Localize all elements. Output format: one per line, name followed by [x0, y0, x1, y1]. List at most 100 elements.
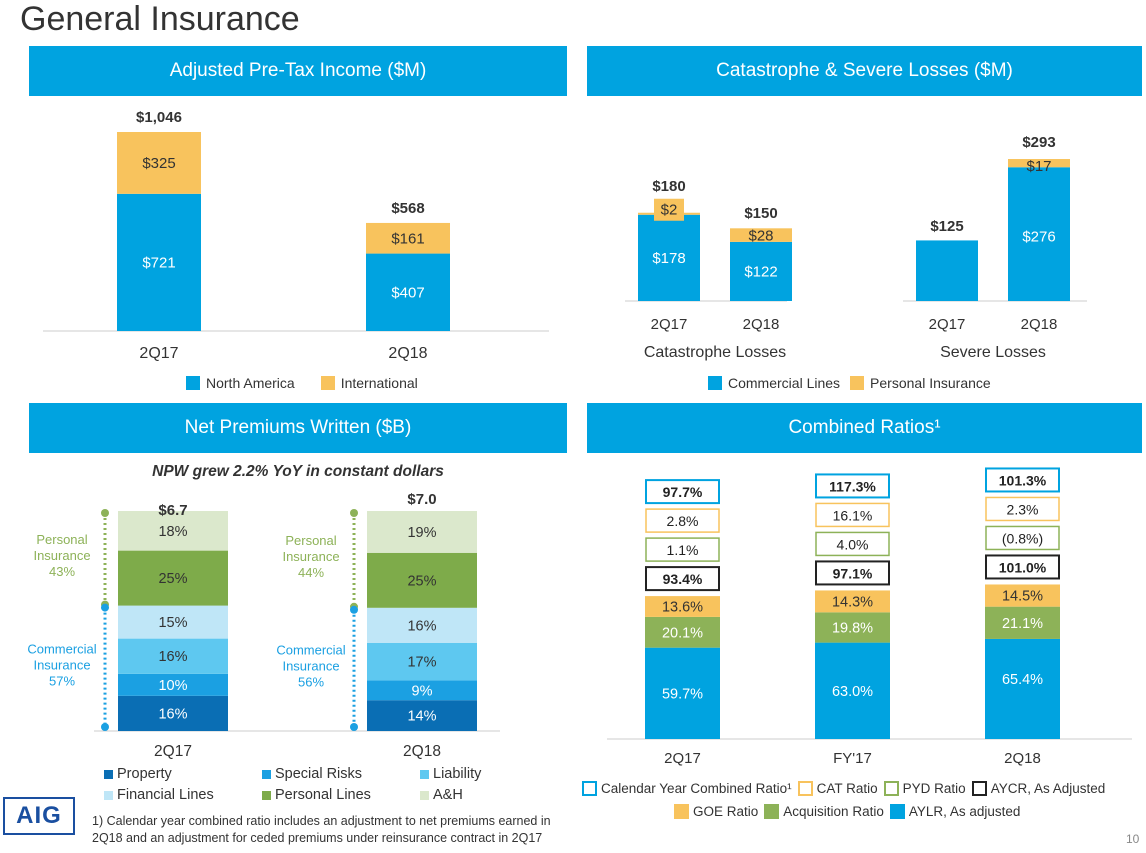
bar-commercial-lines [1008, 167, 1070, 301]
calendar-year-box [985, 467, 1060, 493]
segment-value-label: 18% [158, 524, 187, 540]
segment-value-label: 20.1% [662, 625, 703, 641]
x-tick-label: 2Q18 [388, 345, 427, 362]
calendar-year-box [815, 473, 890, 499]
legend-swatch-north-america [186, 376, 200, 390]
pyd-box [985, 525, 1060, 551]
segment-value-label: 16% [158, 649, 187, 665]
npw-subtitle: NPW grew 2.2% YoY in constant dollars [152, 463, 444, 480]
legend-label: A&H [433, 787, 463, 803]
bar-international [117, 132, 201, 194]
calendar-year-box-label: 101.3% [999, 472, 1047, 488]
x-tick-label: 2Q18 [1021, 316, 1058, 333]
bar-property [367, 700, 477, 731]
bar-aylr-as-adjusted [815, 642, 890, 739]
segment-label-personal: Insurance [33, 548, 90, 563]
segment-value-label: 25% [158, 571, 187, 587]
x-tick-label: 2Q17 [139, 345, 178, 362]
segment-value-label: 9% [412, 683, 433, 699]
pyd-box [645, 537, 720, 562]
segment-label-commercial: Insurance [33, 657, 90, 672]
bar-label-international: $325 [142, 155, 175, 172]
cat-ratio-box [645, 508, 720, 533]
x-tick-label: 2Q17 [929, 316, 966, 333]
segment-value-label: 10% [158, 678, 187, 694]
legend-label-commercial-lines: Commercial Lines [728, 375, 841, 391]
x-tick-label: 2Q18 [1004, 750, 1041, 767]
bar-label-north-america: $721 [142, 254, 175, 271]
cat-chart: $178 $2 $180 $122 $28 $150 $125 $276 $17 $293 2Q17… [625, 134, 1087, 361]
segment-label-commercial: Insurance [282, 658, 339, 673]
bar-label-commercial: $276 [1022, 228, 1055, 245]
legend-swatch [971, 781, 987, 796]
npw-chart: NPW grew 2.2% YoY in constant dollars 16%… [27, 463, 500, 760]
bar-international [366, 222, 450, 254]
segment-pct-commercial: 56% [298, 674, 324, 689]
bar-total-label: $293 [1022, 134, 1055, 151]
segment-value-label: 14% [407, 709, 436, 725]
bar-aylr-as-adjusted [985, 638, 1060, 739]
bar-financial-lines [118, 605, 228, 639]
bracket-dot [350, 509, 358, 517]
bar-label-international: $161 [391, 230, 424, 247]
segment-label-commercial: Commercial [27, 641, 96, 656]
aig-logo: AIG [3, 797, 75, 835]
legend-row: Calendar Year Combined Ratio¹ CAT Ratio PY… [582, 781, 1105, 796]
legend-swatch-commercial-lines [708, 376, 722, 390]
legend-swatch [262, 790, 271, 800]
legend-label-international: International [340, 375, 418, 391]
pretax-legend: North America International [186, 375, 418, 391]
combined-banner: Combined Ratios¹ [587, 403, 1142, 453]
bar-liability [118, 638, 228, 674]
legend-swatch [883, 781, 899, 796]
bar-special-risks [367, 680, 477, 701]
segment-value-label: 25% [407, 573, 436, 589]
bar-total-label: $150 [744, 205, 777, 222]
bracket-dot [350, 723, 358, 731]
combined-chart: 59.7% 20.1% 13.6% 93.4% 1.1% 2.8% 97.7% 2Q17 63.… [607, 467, 1132, 767]
bar-total-label: $180 [652, 178, 685, 195]
legend-swatch [420, 769, 429, 779]
legend-swatch [764, 804, 780, 819]
page-number: 10 [1126, 832, 1140, 846]
bar-liability [367, 643, 477, 681]
segment-value-label: 59.7% [662, 686, 703, 702]
legend-label: Calendar Year Combined Ratio¹ [601, 781, 792, 796]
bar-total-label: $568 [391, 200, 424, 217]
pyd-box-label: 1.1% [667, 542, 699, 558]
segment-value-label: 15% [158, 615, 187, 631]
bar-goe-ratio [815, 590, 890, 613]
legend-label: Personal Lines [275, 787, 371, 803]
segment-pct-personal: 43% [49, 564, 75, 579]
legend-label: Special Risks [275, 766, 363, 782]
bar-label-commercial: $122 [744, 263, 777, 280]
bar-acquisition-ratio [985, 606, 1060, 639]
legend-item: A&H [420, 787, 463, 803]
bar-a-h [367, 511, 477, 553]
bar-commercial-lines [730, 241, 792, 301]
pretax-banner: Adjusted Pre-Tax Income ($M) [29, 46, 567, 96]
x-tick-label: 2Q17 [651, 316, 688, 333]
legend-item: Liability [420, 766, 481, 782]
bar-goe-ratio [985, 584, 1060, 607]
legend-swatch [420, 790, 429, 800]
legend-swatch [104, 790, 113, 800]
calendar-year-box-label: 97.7% [663, 484, 703, 500]
bar-total-label: $7.0 [407, 491, 436, 508]
bar-personal-lines [367, 552, 477, 608]
segment-pct-personal: 44% [298, 565, 324, 580]
cat-ratio-box-label: 2.8% [667, 513, 699, 529]
cat-ratio-box [815, 502, 890, 528]
bar-commercial-lines [638, 214, 700, 301]
cat-legend: Commercial Lines Personal Insurance [708, 375, 991, 391]
aycr-box [645, 566, 720, 592]
legend-swatch [104, 769, 113, 779]
bar-goe-ratio [645, 596, 720, 617]
calendar-year-box-label: 117.3% [829, 478, 876, 494]
legend-swatch [582, 781, 597, 796]
segment-value-label: 14.5% [1002, 589, 1043, 605]
segment-value-label: 65.4% [1002, 672, 1043, 688]
pyd-box-label: 4.0% [837, 536, 869, 552]
legend-row: GOE Ratio Acquisition Ratio AYLR, As adjus… [674, 804, 1020, 819]
bar-personal-insurance [1008, 159, 1070, 168]
